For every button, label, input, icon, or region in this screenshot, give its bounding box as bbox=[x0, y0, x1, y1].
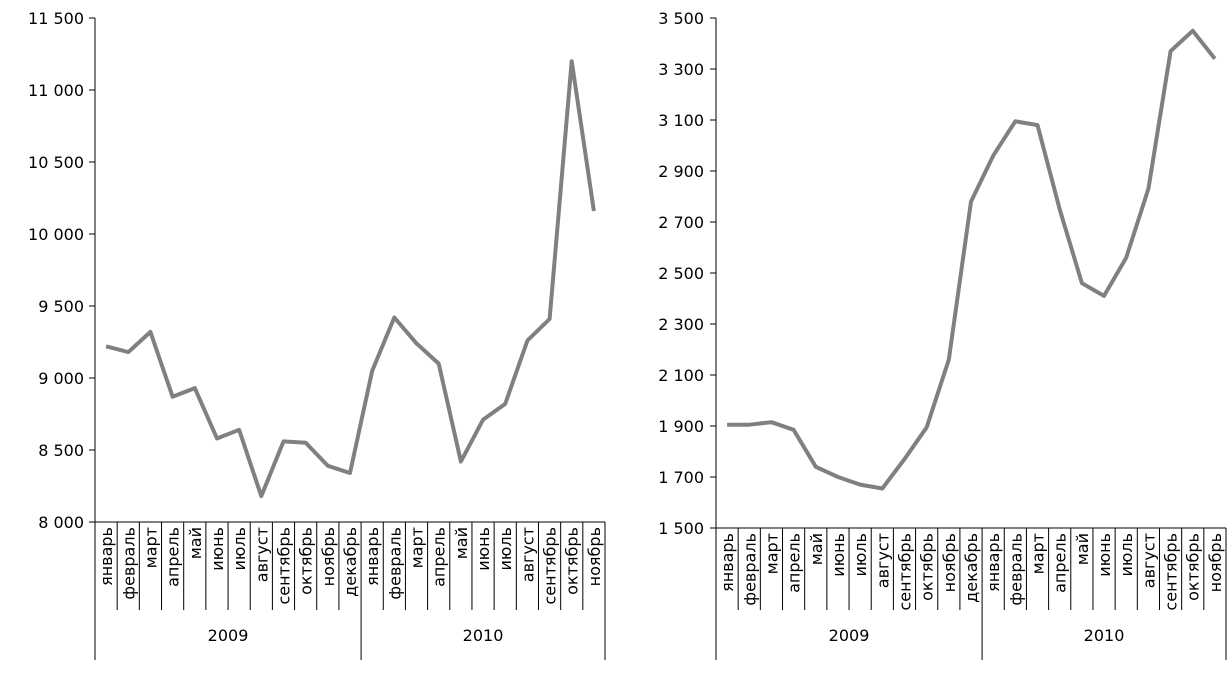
month-label: май bbox=[186, 527, 205, 559]
month-label: август bbox=[1139, 533, 1158, 588]
y-tick-label: 3 500 bbox=[658, 9, 704, 28]
month-label: август bbox=[252, 527, 271, 582]
chart-2: 1 500 1 700 1 900 2 100 2 300 2 500 2 700 2 900… bbox=[658, 9, 1227, 660]
y-tick-label: 1 900 bbox=[658, 417, 704, 436]
y-tick-label: 8 000 bbox=[38, 513, 84, 532]
month-label: апрель bbox=[785, 533, 804, 593]
month-label: апрель bbox=[1051, 533, 1070, 593]
month-label: ноябрь bbox=[940, 533, 959, 592]
month-label: ноябрь bbox=[1206, 533, 1225, 592]
month-label: октябрь bbox=[918, 533, 937, 601]
month-label: июнь bbox=[208, 527, 227, 571]
month-label: март bbox=[141, 527, 160, 568]
y-tick-label: 11 000 bbox=[28, 81, 84, 100]
year-label: 2010 bbox=[463, 626, 504, 645]
month-label: август bbox=[873, 533, 892, 588]
month-label: август bbox=[518, 527, 537, 582]
y-tick-label: 1 700 bbox=[658, 468, 704, 487]
month-label: январь bbox=[984, 533, 1003, 592]
y-tick-label: 11 500 bbox=[28, 9, 84, 28]
month-label: декабрь bbox=[962, 533, 981, 603]
month-label: март bbox=[408, 527, 427, 568]
series-line bbox=[105, 59, 596, 499]
y-tick-label: 3 100 bbox=[658, 111, 704, 130]
month-label: апрель bbox=[164, 527, 183, 587]
year-label: 2009 bbox=[829, 626, 870, 645]
month-label: апрель bbox=[430, 527, 449, 587]
month-label: сентябрь bbox=[541, 527, 560, 605]
month-label: март bbox=[762, 533, 781, 574]
month-label: январь bbox=[97, 527, 116, 586]
month-label: сентябрь bbox=[895, 533, 914, 611]
month-label: октябрь bbox=[297, 527, 316, 595]
y-tick-label: 9 000 bbox=[38, 369, 84, 388]
month-label: февраль bbox=[119, 527, 138, 600]
y-tick-label: 2 300 bbox=[658, 315, 704, 334]
month-label: июль bbox=[851, 533, 870, 577]
y-tick-label: 2 900 bbox=[658, 162, 704, 181]
year-label: 2009 bbox=[208, 626, 249, 645]
month-label: декабрь bbox=[341, 527, 360, 597]
y-tick-label: 10 500 bbox=[28, 153, 84, 172]
y-tick-label: 2 700 bbox=[658, 213, 704, 232]
y-tick-label: 1 500 bbox=[658, 519, 704, 538]
y-tick-label: 3 300 bbox=[658, 60, 704, 79]
month-label: июнь bbox=[1095, 533, 1114, 577]
month-label: январь bbox=[718, 533, 737, 592]
y-tick-label: 2 500 bbox=[658, 264, 704, 283]
y-tick-label: 2 100 bbox=[658, 366, 704, 385]
month-label: март bbox=[1029, 533, 1048, 574]
y-tick-label: 10 000 bbox=[28, 225, 84, 244]
month-label: июнь bbox=[829, 533, 848, 577]
year-label: 2010 bbox=[1084, 626, 1125, 645]
month-label: июль bbox=[1117, 533, 1136, 577]
y-tick-label: 8 500 bbox=[38, 441, 84, 460]
month-label: сентябрь bbox=[1162, 533, 1181, 611]
month-label: сентябрь bbox=[274, 527, 293, 605]
month-label: февраль bbox=[1006, 533, 1025, 606]
month-label: февраль bbox=[385, 527, 404, 600]
month-label: май bbox=[1073, 533, 1092, 565]
month-label: июль bbox=[496, 527, 515, 571]
month-label: октябрь bbox=[563, 527, 582, 595]
month-label: январь bbox=[363, 527, 382, 586]
chart-1: 8 000 8 500 9 000 9 500 10 000 10 500 11 000 11… bbox=[28, 9, 606, 660]
month-label: февраль bbox=[740, 533, 759, 606]
month-label: октябрь bbox=[1184, 533, 1203, 601]
month-label: июль bbox=[230, 527, 249, 571]
month-label: май bbox=[452, 527, 471, 559]
month-label: ноябрь bbox=[585, 527, 604, 586]
month-label: май bbox=[807, 533, 826, 565]
y-tick-label: 9 500 bbox=[38, 297, 84, 316]
month-label: ноябрь bbox=[319, 527, 338, 586]
month-label: июнь bbox=[474, 527, 493, 571]
series-line bbox=[727, 28, 1217, 491]
